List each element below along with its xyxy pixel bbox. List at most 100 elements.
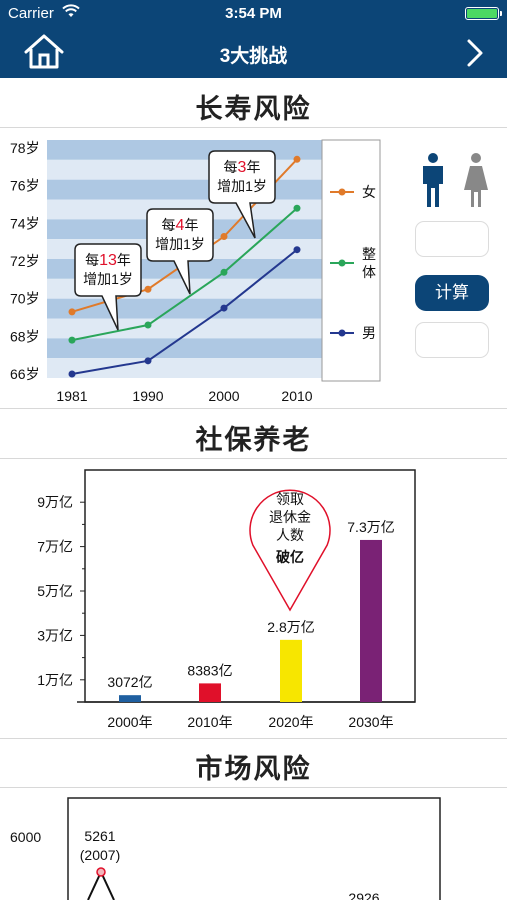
carrier-label: Carrier — [8, 5, 54, 22]
plot-band — [47, 140, 322, 160]
y-tick-label: 70岁 — [10, 291, 40, 307]
callout-highlight: 破亿 — [276, 549, 304, 565]
female-person-icon[interactable] — [461, 152, 491, 208]
data-point — [68, 308, 76, 316]
plot-band — [47, 358, 322, 378]
y-tick-label: 3万亿 — [37, 627, 73, 643]
data-label: 5261 — [84, 828, 115, 844]
data-point — [293, 246, 301, 254]
bar — [280, 639, 302, 702]
x-tick-label: 2010 — [281, 388, 312, 404]
series-line — [71, 248, 298, 375]
divider — [0, 458, 507, 459]
data-label: 2926 — [348, 890, 379, 900]
data-label: (2007) — [80, 847, 120, 863]
callout-text: 退休金 — [269, 509, 311, 525]
callout-text: 人数 — [276, 527, 304, 543]
longevity-chart: 66岁 68岁 70岁 72岁 74岁 76岁 78岁 1981 1990 2000 2010 每… — [10, 139, 381, 404]
clock: 3:54 PM — [225, 5, 282, 22]
plot-band — [47, 298, 322, 319]
plot-frame — [67, 797, 441, 900]
legend-label: 整 — [362, 246, 376, 262]
data-point — [144, 321, 152, 329]
y-tick-label: 9万亿 — [37, 494, 73, 510]
x-tick-label: 2000 — [208, 388, 239, 404]
callout-text: 每13年 — [85, 252, 131, 269]
x-tick-label: 2030年 — [348, 714, 393, 730]
bar-value-label: 2.8万亿 — [267, 619, 314, 635]
bar-value-label: 3072亿 — [107, 674, 152, 690]
legend-label: 体 — [362, 264, 376, 280]
y-tick-label: 78岁 — [10, 140, 40, 156]
callout-text: 每3年 — [224, 159, 261, 176]
data-point — [220, 268, 228, 276]
x-tick-label: 2020年 — [268, 714, 313, 730]
callout-text: 领取 — [276, 491, 304, 507]
y-tick-label: 6000 — [10, 829, 41, 845]
battery-icon — [465, 7, 502, 20]
y-tick-label: 5万亿 — [37, 583, 73, 599]
divider — [0, 408, 507, 409]
chevron-right-icon[interactable] — [463, 37, 487, 69]
data-point — [68, 336, 76, 344]
callout-text: 每4年 — [162, 217, 199, 234]
series-line — [71, 207, 298, 342]
pension-chart: 1万亿 3万亿 5万亿 7万亿 9万亿 3072亿 2000年 8383亿 2010年 2.8万… — [37, 469, 416, 730]
callout-text: 增加1岁 — [155, 236, 205, 252]
legend-marker — [338, 259, 346, 267]
age-input[interactable] — [415, 221, 489, 257]
divider — [0, 787, 507, 788]
data-point — [220, 233, 228, 241]
y-tick-label: 68岁 — [10, 328, 40, 344]
legend-label: 男 — [362, 325, 376, 341]
status-bar: Carrier 3:54 PM — [0, 0, 507, 28]
data-point — [96, 867, 106, 877]
callout-text: 增加1岁 — [217, 178, 267, 194]
plot-band — [47, 179, 322, 200]
y-tick-label: 66岁 — [10, 366, 40, 382]
x-tick-label: 1990 — [132, 388, 163, 404]
callout-bubble — [74, 243, 142, 331]
result-display — [415, 322, 489, 358]
y-tick-label: 72岁 — [10, 253, 40, 269]
legend-marker — [338, 188, 346, 196]
callout-bubble — [146, 208, 214, 295]
divider — [0, 738, 507, 739]
legend-box — [321, 139, 381, 382]
data-point — [68, 370, 76, 378]
home-icon[interactable] — [22, 32, 66, 72]
data-point — [144, 357, 152, 365]
x-tick-label: 2000年 — [107, 714, 152, 730]
page-title: 3大挑战 — [219, 46, 288, 67]
callout-bubble — [208, 150, 276, 239]
plot-band — [47, 338, 322, 359]
legend-marker — [338, 329, 346, 337]
male-person-icon[interactable] — [418, 152, 448, 208]
section-title-market: 市场风险 — [195, 754, 312, 784]
bar — [360, 539, 382, 702]
divider — [0, 127, 507, 128]
data-point — [144, 285, 152, 293]
calculate-button[interactable]: 计算 — [415, 275, 489, 311]
wifi-icon — [62, 4, 80, 24]
data-point — [293, 204, 301, 212]
bar-value-label: 7.3万亿 — [347, 519, 394, 535]
callout-pin — [249, 489, 331, 612]
y-tick-label: 74岁 — [10, 215, 40, 231]
data-point — [293, 155, 301, 163]
bar — [119, 695, 141, 702]
bar-value-label: 8383亿 — [187, 662, 232, 678]
legend-label: 女 — [362, 184, 376, 200]
x-tick-label: 1981 — [56, 388, 87, 404]
callout-text: 增加1岁 — [83, 271, 133, 287]
y-tick-label: 76岁 — [10, 178, 40, 194]
y-tick-label: 7万亿 — [37, 539, 73, 555]
market-chart: 6000 5261 (2007) 2926 — [10, 797, 441, 900]
navigation-bar: 3大挑战 — [0, 28, 507, 78]
y-tick-label: 1万亿 — [37, 672, 73, 688]
section-title-longevity: 长寿风险 — [195, 94, 312, 124]
x-tick-label: 2010年 — [187, 714, 232, 730]
bar — [199, 683, 221, 702]
section-title-pension: 社保养老 — [195, 425, 312, 455]
data-point — [220, 304, 228, 312]
